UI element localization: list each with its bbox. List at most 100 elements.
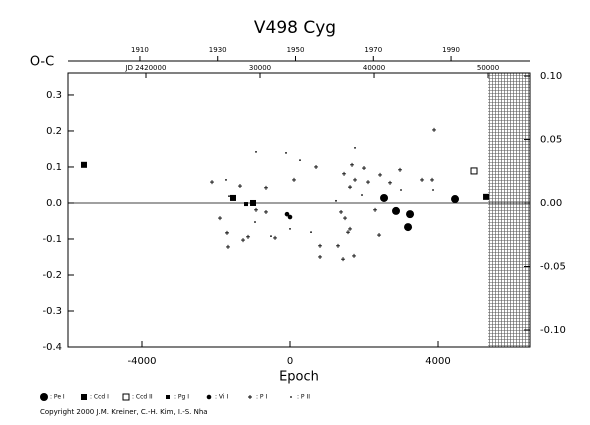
y-tick-label: -0.2 — [42, 270, 62, 281]
legend-marker — [81, 394, 87, 400]
point — [289, 228, 291, 230]
plot-frame — [67, 72, 531, 348]
legend-label: : Ccd I — [90, 394, 109, 401]
y2-tick-label: 0.10 — [540, 71, 562, 82]
legend-marker — [166, 395, 170, 399]
legend-marker — [248, 395, 252, 399]
legend-label: : P I — [256, 394, 267, 401]
x-tick-label: -4000 — [127, 356, 156, 367]
point — [432, 127, 437, 132]
point — [350, 162, 355, 167]
y2-tick-label: 0.00 — [540, 198, 562, 209]
point — [228, 195, 230, 198]
point — [287, 214, 293, 220]
point — [318, 254, 323, 259]
point — [451, 195, 460, 204]
legend-marker — [40, 393, 48, 401]
point — [229, 194, 236, 201]
point — [318, 243, 323, 248]
point — [270, 235, 272, 238]
point — [432, 189, 434, 191]
point — [254, 221, 256, 223]
jd-tick-label: 40000 — [363, 64, 385, 72]
point — [263, 209, 268, 214]
point — [284, 211, 290, 217]
point — [404, 223, 413, 232]
jd-tick-label: 30000 — [249, 64, 271, 72]
legend-marker — [122, 393, 130, 401]
y2-tick-label: -0.05 — [540, 262, 566, 273]
point — [392, 206, 401, 215]
y-tick-label: 0.3 — [46, 90, 62, 101]
point — [210, 180, 215, 185]
point — [470, 167, 478, 175]
year-tick-label: 1990 — [442, 46, 460, 54]
point — [348, 226, 353, 231]
point — [336, 243, 340, 248]
chart-title: V498 Cyg — [254, 18, 336, 38]
point — [285, 152, 287, 154]
jd-tick-label: JD 2420000 — [125, 64, 167, 72]
point — [373, 207, 378, 212]
point — [420, 177, 425, 182]
y-tick-label: -0.3 — [42, 306, 62, 317]
y2-tick-label: 0.05 — [540, 135, 562, 146]
point — [292, 177, 297, 182]
point — [241, 238, 246, 243]
year-tick-label: 1910 — [131, 46, 149, 54]
year-tick-label: 1930 — [209, 46, 227, 54]
point — [388, 180, 393, 185]
point — [348, 185, 353, 190]
point — [398, 167, 403, 172]
point — [299, 159, 301, 162]
point — [380, 193, 389, 202]
y-tick-label: 0.0 — [46, 198, 62, 209]
point — [366, 180, 371, 185]
point — [218, 216, 223, 221]
y-tick-label: 0.1 — [46, 162, 62, 173]
point — [483, 193, 490, 200]
point — [335, 199, 337, 202]
point — [378, 172, 383, 177]
y-tick-label: -0.4 — [42, 342, 62, 353]
point — [263, 185, 268, 190]
year-tick-label: 1970 — [364, 46, 382, 54]
year-tick-label: 1950 — [287, 46, 305, 54]
point — [354, 146, 356, 149]
point — [250, 199, 257, 206]
point — [244, 202, 249, 207]
point — [343, 216, 348, 221]
point — [224, 230, 229, 235]
point — [341, 257, 346, 262]
point — [314, 164, 319, 169]
x-tick-label: 4000 — [425, 356, 450, 367]
hatched-region — [488, 73, 530, 347]
legend-marker — [206, 394, 212, 400]
point — [406, 210, 415, 219]
y-tick-label: 0.2 — [46, 126, 62, 137]
y-tick-label: -0.1 — [42, 234, 62, 245]
copyright: Copyright 2000 J.M. Kreiner, C.-H. Kim, … — [40, 408, 208, 416]
legend-label: : Pg I — [174, 394, 189, 401]
legend-label: : Ccd II — [132, 394, 153, 401]
point — [352, 253, 357, 258]
jd-tick-label: 50000 — [477, 64, 499, 72]
point — [400, 189, 402, 191]
legend-label: : Pe I — [50, 394, 65, 401]
point — [254, 207, 259, 212]
point — [377, 233, 382, 238]
legend-marker — [290, 396, 292, 398]
point — [273, 235, 278, 240]
point — [255, 150, 257, 153]
y2-tick-label: -0.10 — [540, 325, 566, 336]
legend-label: : P II — [297, 394, 310, 401]
x-axis-label: Epoch — [279, 370, 319, 385]
point — [430, 177, 435, 182]
x-tick-label: 0 — [287, 356, 293, 367]
point — [339, 209, 344, 214]
point — [80, 161, 87, 168]
point — [225, 179, 227, 181]
point — [362, 166, 367, 171]
point — [342, 171, 347, 176]
